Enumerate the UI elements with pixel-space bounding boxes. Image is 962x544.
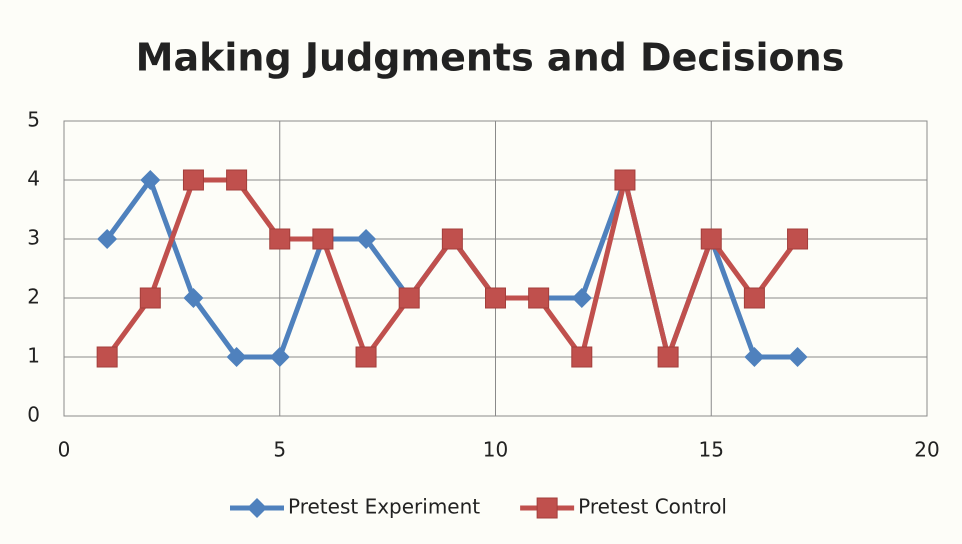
point (96, 346, 118, 368)
x-tick-label: 10 (483, 438, 508, 462)
point (312, 228, 334, 250)
point (140, 170, 161, 190)
x-tick-label: 20 (914, 438, 939, 462)
y-tick-label: 1 (27, 344, 40, 368)
point (614, 169, 636, 191)
y-tick-label: 3 (27, 226, 40, 250)
point (657, 346, 679, 368)
legend-marker (247, 498, 267, 518)
point (139, 287, 161, 309)
point (356, 229, 377, 249)
x-tick-label: 5 (273, 438, 286, 462)
point (743, 287, 765, 309)
y-tick-label: 4 (27, 167, 40, 191)
y-tick-label: 2 (27, 285, 40, 309)
point (398, 287, 420, 309)
point (744, 347, 765, 367)
x-tick-label: 0 (58, 438, 71, 462)
point (269, 228, 291, 250)
chart-title: Making Judgments and Decisions (136, 36, 845, 80)
point (226, 169, 248, 191)
point (97, 229, 118, 249)
point (226, 347, 247, 367)
point (787, 228, 809, 250)
point (485, 287, 506, 309)
point (269, 347, 290, 367)
legend-marker (536, 497, 558, 519)
point (571, 346, 593, 368)
y-tick-label: 0 (27, 403, 40, 427)
point (571, 288, 592, 308)
point (787, 347, 808, 367)
legend-label: Pretest Experiment (288, 495, 480, 519)
y-tick-label: 5 (27, 108, 40, 132)
point (355, 346, 377, 368)
point (182, 169, 204, 191)
legend-label: Pretest Control (578, 495, 727, 519)
point (528, 287, 550, 309)
point (441, 228, 463, 250)
point (700, 228, 722, 250)
x-tick-label: 15 (699, 438, 724, 462)
point (183, 288, 204, 308)
